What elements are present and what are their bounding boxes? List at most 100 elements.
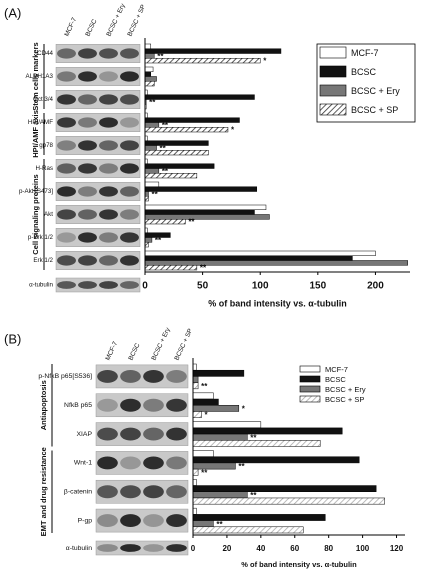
legend-label: MCF-7	[325, 365, 348, 374]
legend-swatch	[319, 46, 347, 59]
row-label: Wnt-1	[74, 460, 92, 467]
row-label: XIAP	[77, 431, 93, 438]
x-tick-label: 20	[222, 544, 231, 553]
blot-band	[143, 427, 164, 441]
blot-band	[120, 255, 139, 266]
blot	[95, 508, 189, 533]
blot-band	[78, 140, 97, 151]
legend-swatch	[319, 65, 347, 78]
blot-band	[120, 186, 139, 197]
blot-band	[99, 163, 118, 174]
blot-band	[120, 140, 139, 151]
x-tick-label: 40	[256, 544, 265, 553]
blot-band	[97, 514, 118, 528]
bar	[144, 145, 157, 151]
blot	[55, 159, 141, 178]
x-tick-label: 120	[390, 544, 404, 553]
significance: **	[162, 167, 169, 176]
blot-band	[99, 117, 118, 128]
blot-band	[57, 281, 76, 289]
legend-swatch	[299, 365, 321, 373]
row-label: ALDH1A3	[25, 73, 53, 80]
blot-band	[166, 456, 187, 470]
significance: **	[250, 433, 257, 442]
significance: *	[263, 57, 267, 66]
blot-band	[78, 48, 97, 59]
legend-label: BCSC + Ery	[351, 86, 400, 96]
significance: *	[231, 126, 235, 135]
significance: **	[157, 52, 164, 61]
blot	[55, 251, 141, 270]
legend-label: BCSC	[325, 375, 346, 384]
group-label: EMT and drug resistance	[39, 447, 48, 536]
significance: **	[201, 382, 208, 391]
row-label: gp78	[39, 142, 53, 149]
row-label: HPI/AMF	[28, 119, 53, 126]
significance: **	[155, 236, 162, 245]
blot-band	[99, 232, 118, 243]
blot-band	[97, 456, 118, 470]
lane-label: BCSC + SP	[127, 4, 148, 38]
blot-band	[99, 255, 118, 266]
significance: **	[238, 462, 245, 471]
significance: **	[201, 468, 208, 477]
bar	[144, 219, 186, 225]
lane-label: BCSC + Ery	[106, 2, 128, 38]
blot-band	[166, 514, 187, 528]
legend-swatch	[299, 375, 321, 383]
blot	[95, 479, 189, 504]
blot-band	[120, 281, 139, 289]
blot-band	[120, 71, 139, 82]
blot-band	[78, 255, 97, 266]
blot-band	[57, 94, 76, 105]
x-tick-label: 100	[252, 281, 269, 292]
legend-swatch	[319, 84, 347, 97]
bar	[192, 411, 202, 418]
panel-label: (B)	[4, 331, 21, 346]
row-label: Erk 1/2	[33, 257, 53, 264]
significance: **	[200, 264, 207, 273]
blot-band	[78, 209, 97, 220]
significance: **	[149, 98, 156, 107]
group-label: Antiapoptosis	[39, 380, 48, 430]
x-tick-label: 100	[356, 544, 370, 553]
bar	[144, 163, 215, 169]
bar	[192, 450, 214, 457]
lane-label: MCF-7	[105, 340, 120, 361]
blot-band	[57, 255, 76, 266]
blot	[55, 136, 141, 155]
row-label: NfkB p65	[64, 402, 92, 409]
significance: **	[160, 144, 167, 153]
x-tick-label: 0	[142, 281, 148, 292]
legend-swatch	[319, 103, 347, 116]
blot-band	[99, 94, 118, 105]
blot-band	[57, 209, 76, 220]
blot-band	[120, 514, 141, 528]
blot-band	[120, 369, 141, 383]
bar	[144, 260, 408, 266]
bar	[192, 405, 240, 412]
bar	[144, 191, 149, 197]
lane-label: MCF-7	[64, 16, 79, 37]
bar	[192, 440, 321, 447]
blot-band	[97, 398, 118, 412]
blot-band	[57, 117, 76, 128]
bar	[144, 122, 160, 128]
blot-band	[143, 544, 164, 552]
group-label: Stem cells markers	[31, 42, 40, 110]
row-label: α-tubulin	[29, 282, 53, 289]
blot-band	[99, 281, 118, 289]
bar	[144, 204, 267, 210]
blot-band	[78, 232, 97, 243]
bar	[192, 485, 377, 492]
bar	[144, 58, 261, 64]
blot-band	[143, 369, 164, 383]
bar	[144, 181, 160, 187]
blot	[95, 364, 189, 389]
blot-band	[78, 163, 97, 174]
legend-label: BCSC + SP	[325, 395, 364, 404]
x-tick-label: 80	[324, 544, 333, 553]
legend-swatch	[299, 385, 321, 393]
blot-band	[120, 94, 139, 105]
